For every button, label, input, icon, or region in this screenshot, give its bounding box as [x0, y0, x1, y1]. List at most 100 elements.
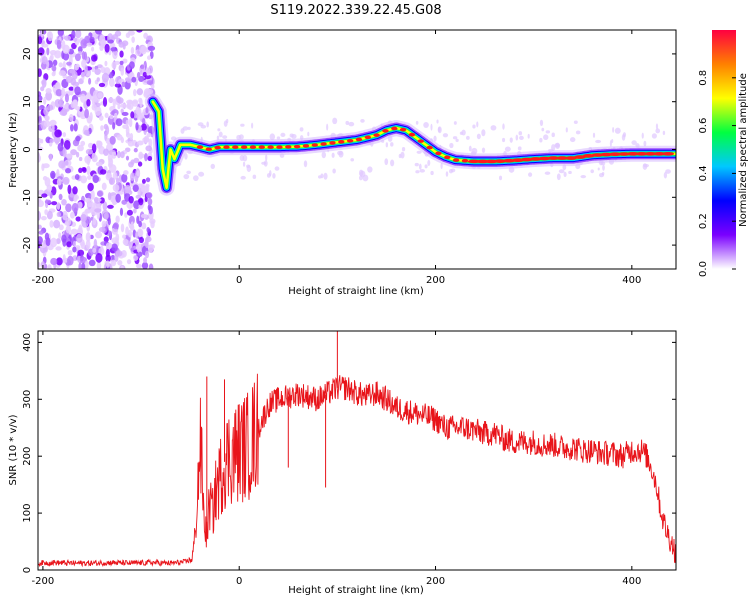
- noise-speckle: [125, 132, 131, 138]
- ridge-halo-speckle: [184, 152, 188, 160]
- noise-speckle: [81, 262, 86, 269]
- noise-speckle: [115, 233, 120, 242]
- ridge-halo-speckle: [556, 173, 561, 181]
- noise-speckle: [126, 79, 133, 84]
- ridge-peak: [329, 141, 336, 145]
- noise-speckle: [41, 56, 48, 65]
- ridge-halo-speckle: [414, 162, 419, 167]
- noise-speckle: [115, 193, 121, 203]
- noise-speckle: [87, 202, 93, 208]
- noise-speckle: [45, 237, 51, 247]
- noise-speckle: [128, 196, 134, 204]
- x-tick-label: 200: [426, 576, 445, 587]
- noise-speckle: [58, 232, 62, 239]
- noise-speckle: [65, 161, 69, 166]
- ridge-halo-speckle: [307, 131, 310, 137]
- noise-speckle: [44, 209, 49, 215]
- snr-background: [38, 331, 676, 570]
- noise-speckle: [61, 234, 67, 243]
- ridge-halo-speckle: [206, 121, 209, 128]
- noise-speckle: [68, 86, 75, 91]
- ridge-halo-speckle: [490, 125, 497, 131]
- ridge-halo-speckle: [198, 171, 205, 177]
- noise-speckle: [112, 33, 119, 40]
- ridge-halo-speckle: [223, 120, 228, 127]
- noise-speckle: [95, 161, 103, 167]
- noise-speckle: [72, 240, 77, 247]
- y-tick-label: 200: [22, 447, 33, 466]
- noise-speckle: [136, 113, 143, 120]
- ridge-peak: [467, 159, 480, 164]
- noise-speckle: [96, 261, 102, 269]
- noise-speckle: [137, 229, 143, 238]
- snr-content: [38, 331, 676, 568]
- noise-speckle: [84, 108, 89, 119]
- ridge-peak: [662, 152, 675, 156]
- ridge-halo-speckle: [573, 120, 578, 125]
- ridge-halo-speckle: [568, 170, 572, 175]
- noise-speckle: [56, 39, 62, 49]
- noise-speckle: [80, 175, 88, 184]
- ridge-halo-speckle: [183, 174, 190, 180]
- noise-speckle: [128, 117, 133, 128]
- ridge-peak: [373, 133, 380, 137]
- noise-speckle: [55, 257, 63, 266]
- ridge-halo-speckle: [558, 169, 565, 174]
- noise-speckle: [55, 238, 61, 245]
- noise-speckle: [51, 201, 58, 206]
- noise-speckle: [74, 174, 80, 181]
- colorbar-tick-label: 0.4: [698, 165, 709, 181]
- noise-speckle: [91, 66, 95, 73]
- noise-speckle: [122, 58, 128, 64]
- noise-speckle: [147, 155, 153, 162]
- noise-speckle: [130, 172, 135, 181]
- noise-speckle: [115, 215, 120, 224]
- ridge-halo-speckle: [643, 163, 649, 168]
- noise-speckle: [130, 46, 135, 55]
- ridge-peak: [538, 156, 551, 161]
- noise-speckle: [117, 97, 124, 104]
- noise-speckle: [150, 220, 155, 229]
- noise-speckle: [147, 198, 153, 206]
- noise-speckle: [144, 239, 149, 248]
- ridge-peak: [626, 152, 639, 156]
- noise-speckle: [66, 61, 72, 66]
- noise-speckle: [38, 137, 42, 144]
- noise-speckle: [98, 82, 106, 88]
- ridge-peak: [494, 159, 507, 163]
- noise-speckle: [52, 84, 57, 94]
- ridge-halo-speckle: [338, 150, 344, 158]
- noise-speckle: [130, 221, 134, 230]
- noise-speckle: [85, 92, 92, 102]
- noise-speckle: [114, 83, 122, 88]
- noise-speckle: [148, 138, 153, 148]
- noise-speckle: [73, 196, 78, 202]
- noise-speckle: [38, 262, 41, 268]
- noise-speckle: [138, 204, 144, 210]
- noise-speckle: [38, 142, 41, 147]
- ridge-halo-speckle: [544, 171, 551, 175]
- noise-speckle: [120, 103, 127, 108]
- ridge-peak: [653, 152, 666, 156]
- noise-speckle: [134, 231, 139, 239]
- ridge-peak: [311, 143, 318, 147]
- noise-speckle: [83, 129, 90, 136]
- snr-x-axis: -200 0 200 400: [32, 331, 641, 587]
- noise-speckle: [78, 262, 82, 269]
- ridge-peak: [485, 159, 498, 164]
- noise-speckle: [104, 112, 109, 118]
- noise-speckle: [59, 98, 64, 108]
- noise-speckle: [124, 184, 132, 194]
- ridge-halo-speckle: [575, 130, 581, 135]
- noise-speckle: [74, 86, 81, 96]
- colorbar-tick-label: 0.8: [698, 70, 709, 86]
- ridge-halo-speckle: [518, 131, 523, 136]
- ridge-halo-speckle: [472, 124, 476, 129]
- noise-speckle: [140, 184, 146, 193]
- spectrogram-panel: -200 0 200 400 -20 -10 0 10 20 Height of straig…: [8, 29, 677, 297]
- ridge-halo-speckle: [246, 165, 252, 173]
- noise-speckle: [61, 87, 66, 97]
- noise-speckle: [128, 61, 135, 69]
- noise-speckle: [136, 170, 141, 177]
- ridge-halo-speckle: [419, 169, 425, 173]
